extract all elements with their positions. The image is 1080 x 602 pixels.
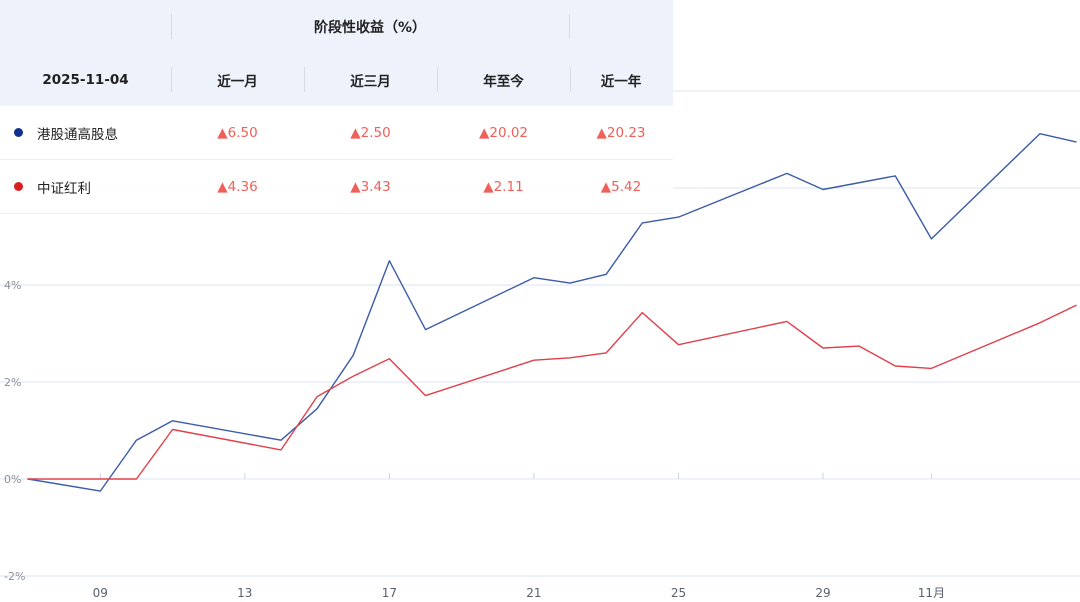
x-tick-label: 21	[526, 586, 541, 600]
return-1m: ▲4.36	[217, 178, 258, 195]
legend-dot-icon	[14, 182, 23, 191]
return-ytd: ▲20.02	[478, 124, 529, 141]
series-name: 港股通高股息	[37, 126, 118, 143]
x-tick-label: 25	[671, 586, 686, 600]
series-line-hk-high-dividend	[27, 132, 1077, 492]
series-name-cell: 港股通高股息	[0, 106, 171, 159]
x-tick-label: 11月	[918, 586, 945, 600]
x-tick-label: 29	[815, 586, 830, 600]
return-1y: ▲5.42	[600, 178, 642, 195]
x-tick-label: 09	[93, 586, 108, 600]
y-tick-label: 4%	[4, 279, 21, 292]
series-name: 中证红利	[37, 180, 91, 197]
series-name-cell: 中证红利	[0, 160, 171, 213]
series-line-csi-dividend	[27, 304, 1077, 480]
title-spacer-right	[569, 0, 671, 53]
column-header-1y[interactable]: 近一年	[570, 53, 672, 106]
table-row[interactable]: 港股通高股息 ▲6.50 ▲2.50 ▲20.02 ▲20.23	[0, 106, 673, 160]
table-row[interactable]: 中证红利 ▲4.36 ▲3.43 ▲2.11 ▲5.42	[0, 160, 673, 214]
y-tick-label: 0%	[4, 473, 21, 486]
performance-panel: 阶段性收益（%） 2025-11-04 近一月 近三月 年至今 近一年 港股通高…	[0, 0, 673, 214]
panel-title-row: 阶段性收益（%）	[0, 0, 673, 53]
return-ytd: ▲2.11	[483, 178, 524, 195]
y-tick-label: 2%	[4, 376, 21, 389]
legend-dot-icon	[14, 128, 23, 137]
series-lines	[27, 132, 1077, 492]
return-1y: ▲20.23	[596, 124, 646, 141]
date-label: 2025-11-04	[42, 71, 129, 88]
title-spacer	[0, 0, 171, 53]
y-tick-label: -2%	[4, 570, 25, 583]
x-tick-label: 13	[237, 586, 252, 600]
panel-header-row: 2025-11-04 近一月 近三月 年至今 近一年	[0, 53, 673, 106]
column-header-ytd[interactable]: 年至今	[437, 53, 570, 106]
return-1m: ▲6.50	[217, 124, 258, 141]
column-header-1m[interactable]: 近一月	[171, 53, 304, 106]
y-axis-ticks: -2% 0% 2% 4%	[4, 279, 25, 583]
x-tick-label: 17	[382, 586, 397, 600]
column-header-3m[interactable]: 近三月	[304, 53, 437, 106]
panel-title: 阶段性收益（%）	[171, 0, 569, 53]
return-3m: ▲2.50	[350, 124, 391, 141]
x-axis-ticks: 09 13 17 21 25 29 11月	[93, 473, 945, 600]
return-3m: ▲3.43	[350, 178, 391, 195]
